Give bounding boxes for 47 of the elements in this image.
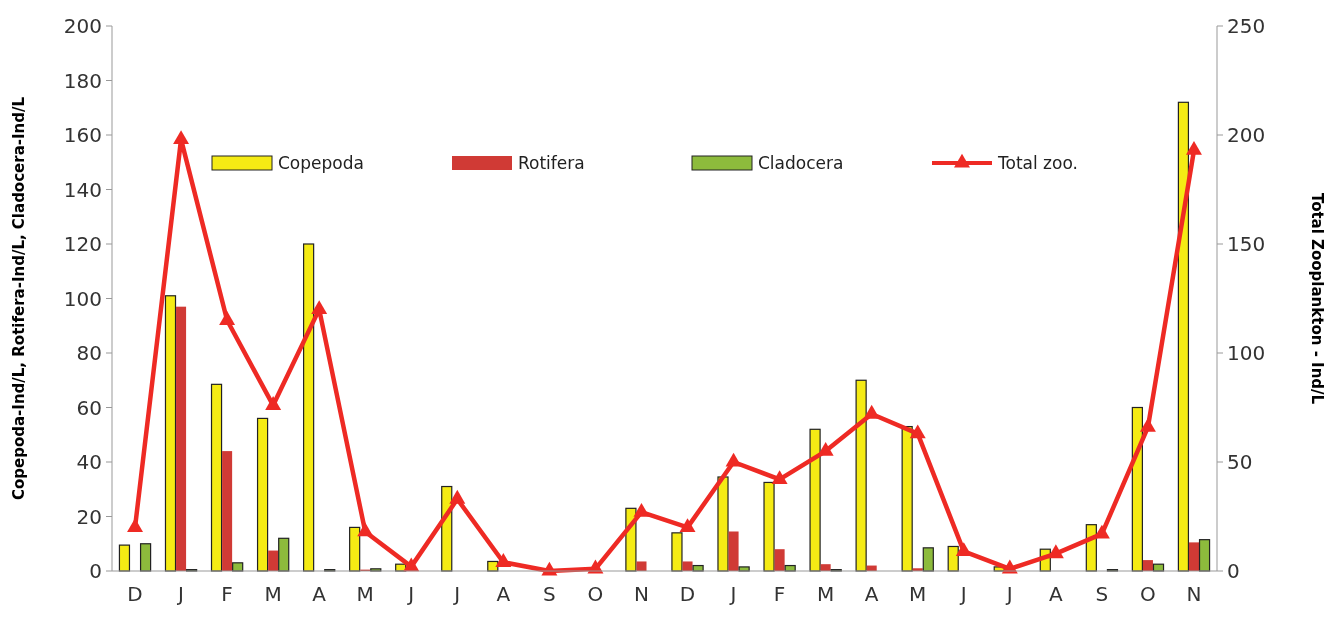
x-tick-label: D bbox=[127, 582, 143, 606]
x-tick-label: J bbox=[452, 582, 461, 606]
y2-tick-label: 250 bbox=[1227, 14, 1266, 38]
x-tick-label: A bbox=[864, 582, 879, 606]
y2-tick-label: 0 bbox=[1227, 559, 1240, 583]
x-tick-label: J bbox=[958, 582, 967, 606]
x-tick-label: S bbox=[543, 582, 556, 606]
y-axis-title: Copepoda-Ind/L, Rotifera-Ind/L, Cladocera-Ind/L bbox=[10, 96, 28, 501]
y2-tick-label: 100 bbox=[1227, 341, 1266, 365]
legend-label: Copepoda bbox=[278, 152, 364, 173]
x-tick-label: N bbox=[633, 582, 649, 606]
x-tick-label: J bbox=[1004, 582, 1013, 606]
y2-tick-label: 200 bbox=[1227, 123, 1266, 147]
x-tick-label: F bbox=[221, 582, 233, 606]
y2-axis-title: Total Zooplankton - Ind/L bbox=[1308, 192, 1326, 405]
legend-label: Cladocera bbox=[758, 152, 844, 173]
x-tick-label: M bbox=[909, 582, 927, 606]
x-tick-label: J bbox=[176, 582, 185, 606]
y-tick-label: 180 bbox=[63, 68, 102, 93]
legend-label: Rotifera bbox=[518, 152, 585, 173]
x-tick-label: M bbox=[356, 582, 374, 606]
y-tick-label: 20 bbox=[76, 504, 102, 529]
y-tick-label: 140 bbox=[63, 177, 102, 202]
y-tick-label: 80 bbox=[76, 341, 102, 365]
x-tick-label: M bbox=[817, 582, 835, 606]
x-tick-label: A bbox=[1049, 582, 1064, 606]
y-tick-label: 0 bbox=[89, 559, 102, 583]
x-tick-label: J bbox=[728, 582, 737, 606]
x-tick-label: A bbox=[312, 582, 327, 606]
y-tick-label: 100 bbox=[63, 286, 102, 311]
x-tick-label: O bbox=[1140, 582, 1156, 606]
y-tick-label: 40 bbox=[76, 450, 102, 474]
x-tick-label: D bbox=[679, 582, 696, 606]
y2-tick-label: 50 bbox=[1227, 450, 1253, 474]
y-tick-label: 200 bbox=[63, 14, 102, 38]
x-tick-label: A bbox=[496, 582, 511, 606]
x-tick-label: F bbox=[773, 582, 786, 606]
x-tick-label: O bbox=[587, 582, 604, 606]
legend-label: Total zoo. bbox=[997, 152, 1078, 173]
y-tick-label: 160 bbox=[63, 123, 102, 147]
x-tick-label: J bbox=[406, 582, 415, 606]
x-tick-label: M bbox=[264, 582, 282, 606]
y2-tick-label: 150 bbox=[1227, 232, 1266, 256]
x-tick-label: S bbox=[1095, 582, 1109, 606]
y-tick-label: 60 bbox=[76, 395, 102, 420]
y-tick-label: 120 bbox=[63, 232, 102, 256]
x-tick-label: N bbox=[1186, 582, 1202, 606]
